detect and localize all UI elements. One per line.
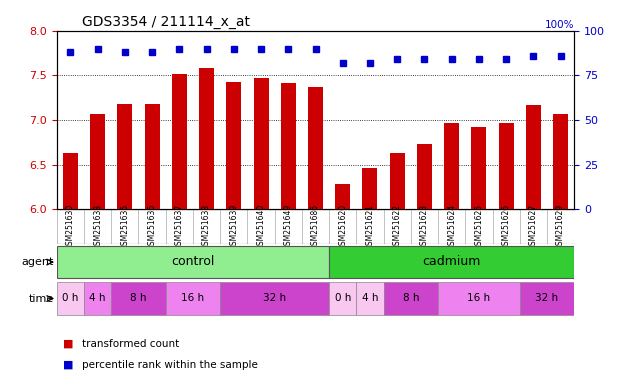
Text: GSM251629: GSM251629: [556, 204, 565, 250]
Bar: [254, 78, 269, 209]
Bar: [227, 82, 241, 209]
Text: percentile rank within the sample: percentile rank within the sample: [82, 360, 258, 370]
Text: control: control: [171, 255, 215, 268]
Bar: [417, 144, 432, 209]
Text: 32 h: 32 h: [263, 293, 286, 303]
Bar: [444, 122, 459, 209]
Bar: [438, 282, 520, 315]
Bar: [111, 282, 166, 315]
Bar: [526, 105, 541, 209]
Bar: [84, 282, 111, 315]
Text: 8 h: 8 h: [130, 293, 147, 303]
Bar: [172, 74, 187, 209]
Text: GSM251625: GSM251625: [475, 204, 483, 250]
Bar: [553, 114, 568, 209]
Text: GSM251638: GSM251638: [202, 204, 211, 250]
Bar: [390, 153, 404, 209]
Bar: [57, 246, 329, 278]
Bar: [90, 114, 105, 209]
Bar: [308, 87, 323, 209]
Bar: [144, 104, 160, 209]
Text: GSM251622: GSM251622: [392, 204, 402, 250]
Bar: [498, 122, 514, 209]
Bar: [57, 282, 84, 315]
Text: GSM251626: GSM251626: [502, 204, 510, 250]
Text: cadmium: cadmium: [423, 255, 481, 268]
Text: GSM251637: GSM251637: [175, 204, 184, 250]
Text: 0 h: 0 h: [334, 293, 351, 303]
Text: 16 h: 16 h: [468, 293, 490, 303]
Text: GSM251636: GSM251636: [148, 204, 156, 250]
Text: ■: ■: [63, 360, 74, 370]
Text: transformed count: transformed count: [82, 339, 179, 349]
Bar: [520, 282, 574, 315]
Text: agent: agent: [21, 257, 54, 267]
Text: 4 h: 4 h: [90, 293, 106, 303]
Text: 32 h: 32 h: [536, 293, 558, 303]
Text: 100%: 100%: [545, 20, 574, 30]
Bar: [166, 282, 220, 315]
Text: GSM251639: GSM251639: [229, 204, 239, 250]
Bar: [335, 184, 350, 209]
Text: 4 h: 4 h: [362, 293, 378, 303]
Text: GSM251620: GSM251620: [338, 204, 347, 250]
Text: time: time: [28, 293, 54, 304]
Text: 0 h: 0 h: [62, 293, 79, 303]
Text: GSM251649: GSM251649: [284, 204, 293, 250]
Bar: [281, 83, 296, 209]
Text: GSM251623: GSM251623: [420, 204, 429, 250]
Bar: [384, 282, 438, 315]
Text: GSM251624: GSM251624: [447, 204, 456, 250]
Text: ■: ■: [63, 339, 74, 349]
Bar: [220, 282, 329, 315]
Text: GSM251633: GSM251633: [93, 204, 102, 250]
Text: GSM251640: GSM251640: [257, 204, 266, 250]
Text: GSM251621: GSM251621: [365, 204, 374, 250]
Bar: [117, 104, 133, 209]
Text: GSM251686: GSM251686: [311, 204, 320, 250]
Bar: [63, 153, 78, 209]
Bar: [329, 282, 357, 315]
Text: GSM251635: GSM251635: [121, 204, 129, 250]
Text: GDS3354 / 211114_x_at: GDS3354 / 211114_x_at: [82, 15, 250, 29]
Bar: [357, 282, 384, 315]
Text: 8 h: 8 h: [403, 293, 419, 303]
Bar: [471, 127, 487, 209]
Bar: [329, 246, 574, 278]
Bar: [199, 68, 214, 209]
Text: 16 h: 16 h: [181, 293, 204, 303]
Bar: [362, 168, 377, 209]
Text: GSM251627: GSM251627: [529, 204, 538, 250]
Text: GSM251630: GSM251630: [66, 204, 75, 250]
